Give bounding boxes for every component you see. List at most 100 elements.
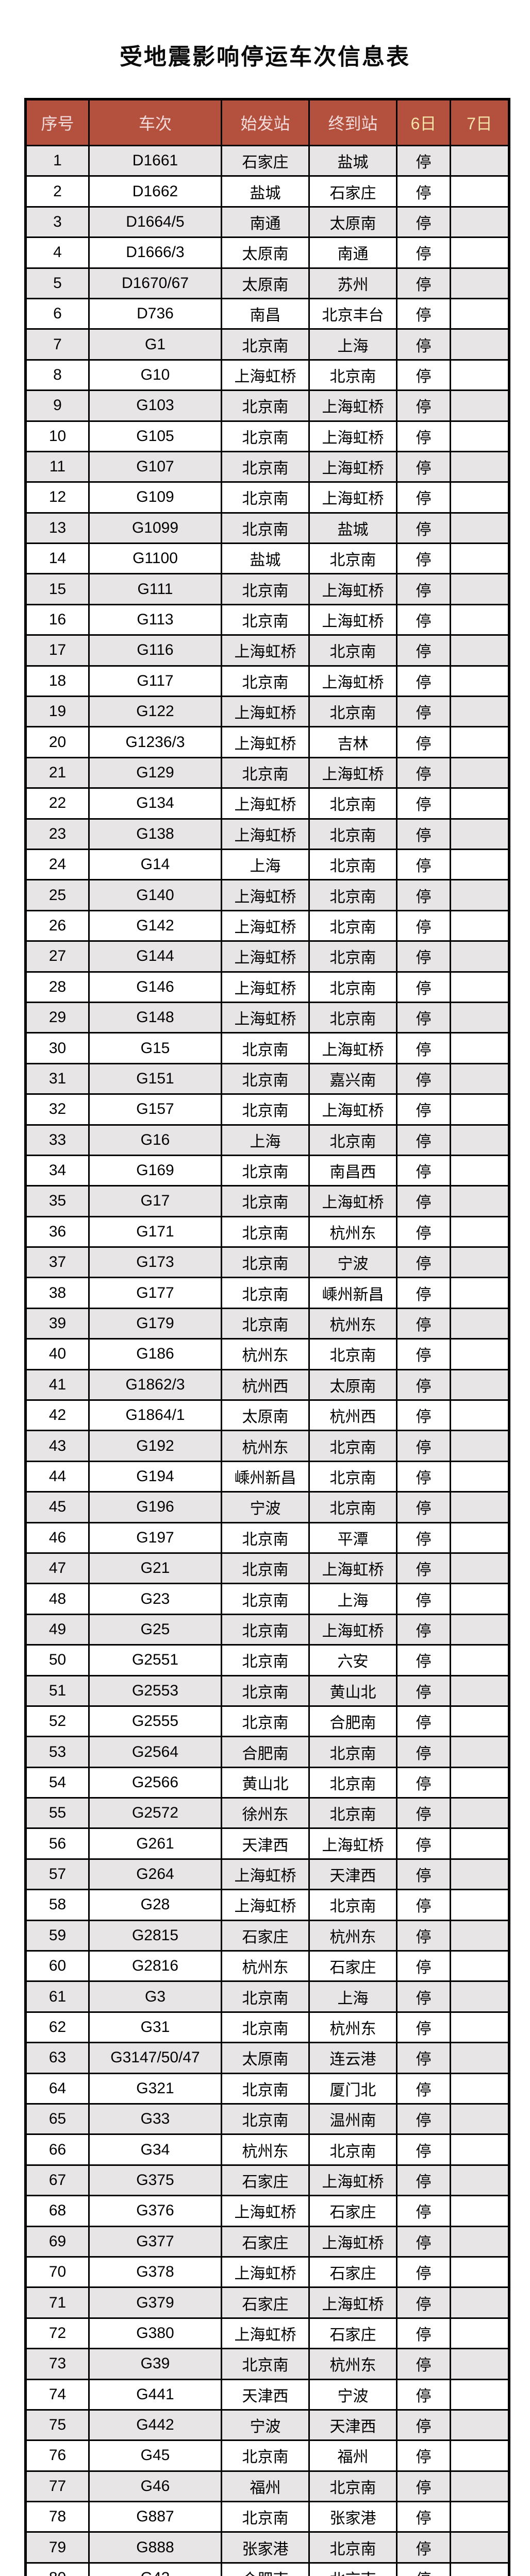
page-title: 受地震影响停运车次信息表 (120, 44, 410, 70)
origin-station: 南昌 (221, 297, 310, 330)
day6-status: 停 (396, 726, 451, 758)
origin-station: 合肥南 (221, 2562, 310, 2576)
train-no: G179 (88, 1307, 222, 1340)
terminal-station: 北京南 (308, 1889, 397, 1921)
terminal-station: 北京南 (308, 634, 397, 667)
day7-status (450, 175, 510, 208)
day7-status (450, 1583, 510, 1615)
day7-status (450, 1858, 510, 1891)
table-row: 68 G376 上海虹桥 石家庄停 (25, 2195, 510, 2227)
table-row: 12 G109 北京南 上海虹桥停 (25, 481, 510, 514)
table-row: 64 G321 北京南 厦门北停 (25, 2072, 510, 2105)
row-index: 60 (25, 1950, 90, 1982)
origin-station: 北京南 (221, 1644, 310, 1676)
header-day7: 7日 (450, 98, 510, 146)
day7-status (450, 726, 510, 758)
train-no: G105 (88, 420, 222, 452)
train-no: G375 (88, 2164, 222, 2197)
train-no: G107 (88, 450, 222, 483)
train-no: G134 (88, 787, 222, 820)
origin-station: 上海虹桥 (221, 2317, 310, 2350)
day6-status: 停 (396, 267, 451, 299)
origin-station: 太原南 (221, 267, 310, 299)
terminal-station: 北京南 (308, 848, 397, 881)
terminal-station: 上海虹桥 (308, 389, 397, 422)
train-no: G144 (88, 940, 222, 973)
origin-station: 天津西 (221, 2378, 310, 2411)
train-no: G378 (88, 2256, 222, 2289)
day6-status: 停 (396, 1430, 451, 1462)
day6-status: 停 (396, 1919, 451, 1952)
terminal-station: 杭州东 (308, 1307, 397, 1340)
terminal-station: 杭州东 (308, 1215, 397, 1248)
origin-station: 黄山北 (221, 1766, 310, 1799)
terminal-station: 嘉兴南 (308, 1062, 397, 1095)
day6-status: 停 (396, 1001, 451, 1034)
origin-station: 北京南 (221, 512, 310, 545)
terminal-station: 福州 (308, 2439, 397, 2472)
train-no: G379 (88, 2286, 222, 2319)
train-no: D736 (88, 297, 222, 330)
day6-status: 停 (396, 603, 451, 636)
day7-status (450, 2225, 510, 2258)
table-row: 61 G3 北京南 上海停 (25, 1980, 510, 2013)
row-index: 38 (25, 1277, 90, 1309)
row-index: 34 (25, 1154, 90, 1187)
origin-station: 北京南 (221, 1062, 310, 1095)
table-row: 71 G379 石家庄 上海虹桥停 (25, 2286, 510, 2319)
day6-status: 停 (396, 2164, 451, 2197)
table-row: 55 G2572 徐州东 北京南停 (25, 1797, 510, 1829)
train-no: G192 (88, 1430, 222, 1462)
row-index: 8 (25, 359, 90, 392)
row-index: 79 (25, 2531, 90, 2564)
terminal-station: 杭州东 (308, 2011, 397, 2044)
table-row: 80G42合肥南北京南停 (25, 2562, 510, 2576)
origin-station: 太原南 (221, 236, 310, 269)
train-no: G3 (88, 1980, 222, 2013)
day6-status: 停 (396, 2195, 451, 2227)
day6-status: 停 (396, 1185, 451, 1217)
table-row: 78 G887 北京南 张家港停 (25, 2501, 510, 2533)
terminal-station: 北京南 (308, 940, 397, 973)
table-row: 42 G1864/1 太原南 杭州西停 (25, 1399, 510, 1432)
origin-station: 北京南 (221, 420, 310, 452)
terminal-station: 合肥南 (308, 1705, 397, 1738)
table-row: 41 G1862/3 杭州西 太原南停 (25, 1368, 510, 1401)
train-no: G45 (88, 2439, 222, 2472)
table-row: 62 G31 北京南 杭州东停 (25, 2011, 510, 2044)
row-index: 73 (25, 2348, 90, 2380)
day7-status (450, 1705, 510, 1738)
train-no: G441 (88, 2378, 222, 2411)
table-row: 37 G173 北京南 宁波停 (25, 1246, 510, 1279)
day7-status (450, 634, 510, 667)
origin-station: 北京南 (221, 2501, 310, 2533)
day7-status (450, 206, 510, 239)
day7-status (450, 1950, 510, 1982)
row-index: 71 (25, 2286, 90, 2319)
origin-station: 上海虹桥 (221, 787, 310, 820)
row-index: 64 (25, 2072, 90, 2105)
day6-status: 停 (396, 1736, 451, 1768)
row-index: 72 (25, 2317, 90, 2350)
day7-status (450, 2439, 510, 2472)
origin-station: 太原南 (221, 1399, 310, 1432)
day6-status: 停 (396, 206, 451, 239)
origin-station: 合肥南 (221, 1736, 310, 1768)
terminal-station: 吉林 (308, 726, 397, 758)
row-index: 28 (25, 971, 90, 1003)
table-row: 73 G39 北京南 杭州东停 (25, 2348, 510, 2380)
table-row: 44 G194 嵊州新昌 北京南停 (25, 1460, 510, 1493)
origin-station: 上海虹桥 (221, 696, 310, 728)
origin-station: 北京南 (221, 481, 310, 514)
terminal-station: 北京南 (308, 2531, 397, 2564)
table-row: 22 G134 上海虹桥 北京南停 (25, 787, 510, 820)
terminal-station: 北京南 (308, 818, 397, 850)
row-index: 54 (25, 1766, 90, 1799)
row-index: 10 (25, 420, 90, 452)
train-no: D1670/67 (88, 267, 222, 299)
day6-status: 停 (396, 1491, 451, 1523)
row-index: 48 (25, 1583, 90, 1615)
day6-status: 停 (396, 2348, 451, 2380)
table-row: 28 G146 上海虹桥 北京南停 (25, 971, 510, 1003)
terminal-station: 张家港 (308, 2501, 397, 2533)
